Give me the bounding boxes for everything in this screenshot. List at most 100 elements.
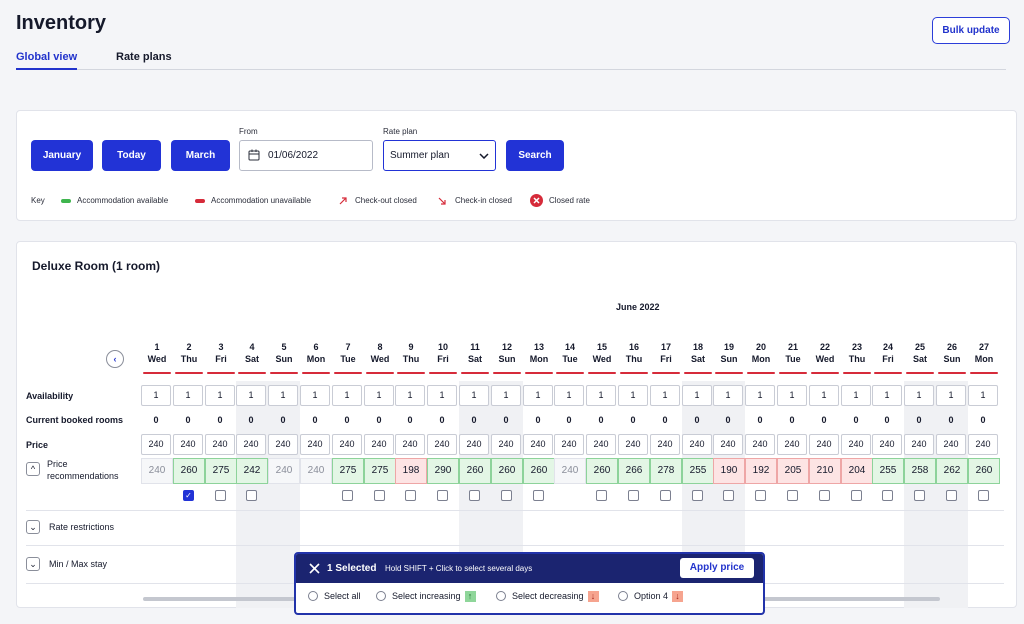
price-cell[interactable]: 240	[872, 434, 902, 455]
availability-cell[interactable]: 1	[841, 385, 871, 406]
availability-cell[interactable]: 1	[745, 385, 775, 406]
price-recommendation-cell[interactable]: 266	[618, 458, 650, 484]
availability-cell[interactable]: 1	[554, 385, 584, 406]
price-recommendation-cell[interactable]: 255	[872, 458, 904, 484]
price-cell[interactable]: 240	[713, 434, 743, 455]
day-checkbox[interactable]	[755, 490, 766, 501]
day-checkbox[interactable]	[660, 490, 671, 501]
availability-cell[interactable]: 1	[491, 385, 521, 406]
price-cell[interactable]: 240	[745, 434, 775, 455]
availability-cell[interactable]: 1	[364, 385, 394, 406]
price-cell[interactable]: 240	[395, 434, 425, 455]
day-checkbox[interactable]	[374, 490, 385, 501]
availability-cell[interactable]: 1	[300, 385, 330, 406]
price-recommendation-cell[interactable]: 204	[841, 458, 873, 484]
price-cell[interactable]: 240	[809, 434, 839, 455]
day-checkbox[interactable]	[246, 490, 257, 501]
price-cell[interactable]: 240	[141, 434, 171, 455]
expand-min-max-button[interactable]: ⌄	[26, 557, 40, 571]
price-cell[interactable]: 240	[904, 434, 934, 455]
price-recommendation-cell[interactable]: 262	[936, 458, 968, 484]
price-recommendation-cell[interactable]: 240	[141, 458, 173, 484]
collapse-recommendations-button[interactable]: ^	[26, 462, 40, 476]
price-recommendation-cell[interactable]: 275	[205, 458, 237, 484]
availability-cell[interactable]: 1	[809, 385, 839, 406]
price-recommendation-cell[interactable]: 275	[332, 458, 364, 484]
price-cell[interactable]: 240	[236, 434, 266, 455]
availability-cell[interactable]: 1	[936, 385, 966, 406]
availability-cell[interactable]: 1	[904, 385, 934, 406]
price-cell[interactable]: 240	[777, 434, 807, 455]
select-all-option[interactable]: Select all	[308, 591, 361, 601]
availability-cell[interactable]: 1	[682, 385, 712, 406]
day-checkbox[interactable]	[787, 490, 798, 501]
day-checkbox[interactable]	[342, 490, 353, 501]
price-cell[interactable]: 240	[936, 434, 966, 455]
day-checkbox[interactable]	[819, 490, 830, 501]
day-checkbox[interactable]	[882, 490, 893, 501]
price-cell[interactable]: 240	[491, 434, 521, 455]
availability-cell[interactable]: 1	[713, 385, 743, 406]
price-recommendation-cell[interactable]: 260	[173, 458, 205, 484]
day-checkbox[interactable]	[628, 490, 639, 501]
price-recommendation-cell[interactable]: 290	[427, 458, 459, 484]
day-checkbox[interactable]	[723, 490, 734, 501]
price-recommendation-cell[interactable]: 260	[968, 458, 1000, 484]
price-recommendation-cell[interactable]: 260	[459, 458, 491, 484]
price-recommendation-cell[interactable]: 260	[523, 458, 555, 484]
day-checkbox[interactable]	[501, 490, 512, 501]
day-checkbox[interactable]	[596, 490, 607, 501]
price-recommendation-cell[interactable]: 192	[745, 458, 777, 484]
price-cell[interactable]: 240	[268, 434, 298, 455]
availability-cell[interactable]: 1	[459, 385, 489, 406]
select-increasing-option[interactable]: Select increasing ↑	[376, 591, 476, 602]
price-recommendation-cell[interactable]: 260	[491, 458, 523, 484]
availability-cell[interactable]: 1	[650, 385, 680, 406]
price-cell[interactable]: 240	[554, 434, 584, 455]
day-checkbox[interactable]	[533, 490, 544, 501]
availability-cell[interactable]: 1	[173, 385, 203, 406]
previous-dates-button[interactable]: ‹	[106, 350, 124, 368]
price-cell[interactable]: 240	[682, 434, 712, 455]
price-recommendation-cell[interactable]: 205	[777, 458, 809, 484]
day-checkbox[interactable]: ✓	[183, 490, 194, 501]
price-recommendation-cell[interactable]: 242	[236, 458, 268, 484]
price-cell[interactable]: 240	[364, 434, 394, 455]
bulk-update-button[interactable]: Bulk update	[932, 17, 1010, 44]
price-recommendation-cell[interactable]: 240	[268, 458, 300, 484]
day-checkbox[interactable]	[851, 490, 862, 501]
january-button[interactable]: January	[31, 140, 93, 171]
day-checkbox[interactable]	[978, 490, 989, 501]
price-cell[interactable]: 240	[618, 434, 648, 455]
availability-cell[interactable]: 1	[777, 385, 807, 406]
today-button[interactable]: Today	[102, 140, 161, 171]
tab-rate-plans[interactable]: Rate plans	[116, 51, 172, 63]
price-cell[interactable]: 240	[841, 434, 871, 455]
price-recommendation-cell[interactable]: 260	[586, 458, 618, 484]
day-checkbox[interactable]	[692, 490, 703, 501]
price-cell[interactable]: 240	[332, 434, 362, 455]
price-cell[interactable]: 240	[300, 434, 330, 455]
rate-plan-select[interactable]: Summer plan	[383, 140, 496, 171]
price-cell[interactable]: 240	[523, 434, 553, 455]
price-cell[interactable]: 240	[205, 434, 235, 455]
availability-cell[interactable]: 1	[586, 385, 616, 406]
availability-cell[interactable]: 1	[395, 385, 425, 406]
availability-cell[interactable]: 1	[427, 385, 457, 406]
expand-rate-restrictions-button[interactable]: ⌄	[26, 520, 40, 534]
price-cell[interactable]: 240	[459, 434, 489, 455]
apply-price-button[interactable]: Apply price	[680, 558, 754, 578]
availability-cell[interactable]: 1	[141, 385, 171, 406]
day-checkbox[interactable]	[946, 490, 957, 501]
availability-cell[interactable]: 1	[205, 385, 235, 406]
price-cell[interactable]: 240	[968, 434, 998, 455]
price-cell[interactable]: 240	[427, 434, 457, 455]
price-recommendation-cell[interactable]: 275	[364, 458, 396, 484]
availability-cell[interactable]: 1	[968, 385, 998, 406]
availability-cell[interactable]: 1	[618, 385, 648, 406]
price-recommendation-cell[interactable]: 278	[650, 458, 682, 484]
availability-cell[interactable]: 1	[236, 385, 266, 406]
march-button[interactable]: March	[171, 140, 230, 171]
day-checkbox[interactable]	[469, 490, 480, 501]
option-4[interactable]: Option 4 ↓	[618, 591, 684, 602]
